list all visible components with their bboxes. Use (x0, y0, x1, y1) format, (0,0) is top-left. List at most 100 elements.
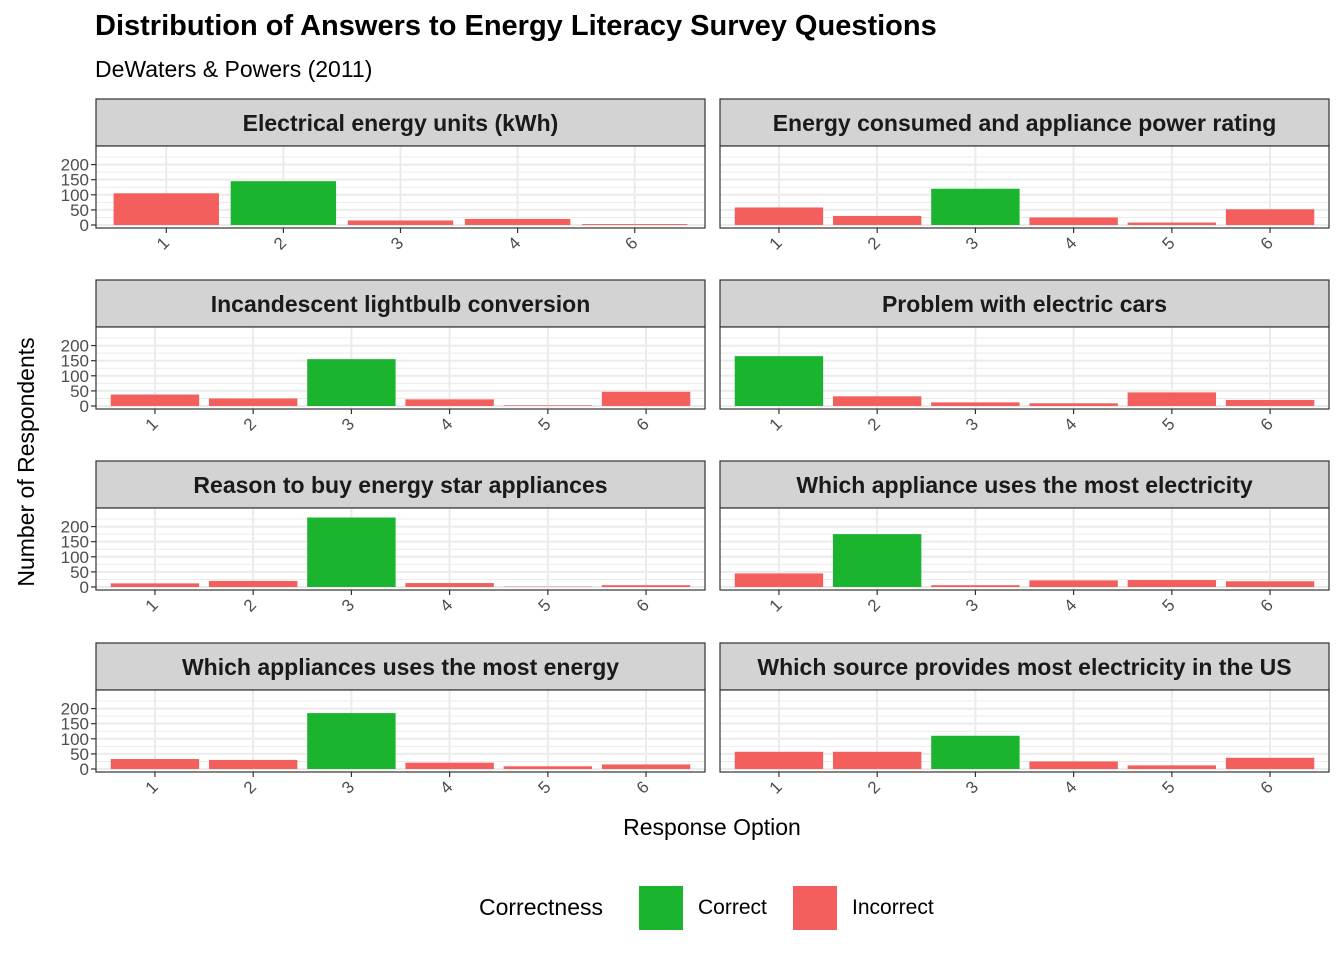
y-tick-label: 200 (61, 700, 89, 719)
facet-strip (95, 279, 706, 328)
x-tick-label: 5 (1159, 595, 1179, 615)
bar-incorrect (1225, 581, 1315, 587)
facet-strip-title: Reason to buy energy star appliances (193, 472, 607, 498)
y-tick-label: 50 (70, 382, 89, 401)
facet-strip-title: Problem with electric cars (882, 291, 1167, 317)
y-tick-label: 0 (80, 216, 89, 235)
facet-strip-title: Which appliance uses the most electricit… (796, 472, 1253, 498)
facet-strip (719, 460, 1330, 509)
bar-incorrect (1029, 403, 1118, 406)
y-tick-label: 0 (80, 760, 89, 779)
bar-incorrect (405, 583, 494, 587)
y-tick-label: 150 (61, 715, 89, 734)
bar-incorrect (931, 585, 1020, 587)
bar-incorrect (405, 762, 494, 769)
facet-strip-title: Incandescent lightbulb conversion (211, 291, 591, 317)
bar-incorrect (208, 580, 298, 587)
bar-incorrect (405, 399, 494, 406)
x-tick-label: 1 (766, 595, 786, 615)
bar-incorrect (832, 215, 922, 225)
bar-incorrect (1225, 757, 1315, 769)
bar-incorrect (1029, 580, 1118, 587)
x-tick-label: 1 (142, 777, 162, 797)
chart-title: Distribution of Answers to Energy Litera… (95, 10, 937, 42)
legend-title: Correctness (479, 894, 603, 920)
bar-incorrect (931, 402, 1020, 406)
bar-incorrect (1029, 217, 1118, 225)
bar-correct (307, 713, 396, 769)
bar-incorrect (601, 391, 691, 406)
bar-incorrect (601, 585, 691, 587)
x-tick-label: 1 (142, 414, 162, 434)
bar-incorrect (503, 405, 593, 406)
x-tick-label: 5 (535, 777, 555, 797)
x-tick-label: 3 (962, 233, 982, 253)
bar-incorrect (110, 583, 200, 587)
bar-incorrect (734, 207, 824, 225)
faceted-bar-chart: Electrical energy units (kWh)05010015020… (13, 98, 1330, 840)
x-tick-label: 5 (1159, 777, 1179, 797)
x-tick-label: 6 (1257, 414, 1277, 434)
y-tick-label: 150 (61, 352, 89, 371)
x-tick-label: 1 (766, 777, 786, 797)
y-tick-label: 100 (61, 730, 89, 749)
facet-strip-title: Energy consumed and appliance power rati… (773, 110, 1277, 136)
x-tick-label: 4 (436, 414, 456, 434)
bar-correct (307, 517, 396, 587)
x-tick-label: 6 (1257, 595, 1277, 615)
bar-incorrect (464, 218, 571, 225)
chart-subtitle: DeWaters & Powers (2011) (95, 56, 373, 82)
bar-incorrect (832, 751, 922, 769)
legend-key-correct (639, 886, 683, 930)
x-tick-label: 2 (240, 414, 260, 434)
x-tick-label: 2 (864, 233, 884, 253)
bar-incorrect (734, 751, 824, 769)
panel-border (95, 507, 706, 591)
x-tick-label: 4 (436, 777, 456, 797)
x-axis-title: Response Option (623, 814, 801, 840)
bar-incorrect (347, 220, 454, 225)
x-tick-label: 5 (1159, 233, 1179, 253)
bar-incorrect (1225, 399, 1315, 406)
facet-strip-title: Which source provides most electricity i… (757, 654, 1291, 680)
x-tick-label: 3 (387, 233, 407, 253)
bar-correct (734, 356, 824, 406)
x-tick-label: 4 (1060, 233, 1080, 253)
y-tick-label: 50 (70, 745, 89, 764)
panel-border (719, 689, 1330, 773)
facet-strip (95, 460, 706, 509)
facet-strip (719, 279, 1330, 328)
bar-incorrect (1127, 580, 1217, 587)
y-axis-title: Number of Respondents (13, 337, 39, 586)
y-tick-label: 150 (61, 533, 89, 552)
x-tick-label: 6 (633, 414, 653, 434)
bar-incorrect (832, 396, 922, 406)
x-tick-label: 3 (338, 777, 358, 797)
legend-label-incorrect: Incorrect (852, 896, 934, 919)
x-tick-label: 6 (1257, 233, 1277, 253)
x-tick-label: 2 (240, 595, 260, 615)
bar-incorrect (110, 394, 200, 406)
bar-incorrect (1127, 765, 1217, 769)
x-tick-label: 4 (504, 233, 524, 253)
x-tick-label: 3 (962, 777, 982, 797)
bar-incorrect (113, 193, 219, 225)
x-tick-label: 6 (633, 777, 653, 797)
bar-correct (230, 181, 337, 225)
panel-border (719, 507, 1330, 591)
y-tick-label: 200 (61, 156, 89, 175)
x-tick-label: 5 (1159, 414, 1179, 434)
facet-strip (719, 642, 1330, 691)
x-tick-label: 3 (962, 595, 982, 615)
y-tick-label: 50 (70, 563, 89, 582)
y-tick-label: 200 (61, 518, 89, 537)
legend-key-incorrect (793, 886, 837, 930)
facet-strip (95, 642, 706, 691)
x-tick-label: 1 (766, 233, 786, 253)
bar-incorrect (582, 224, 688, 225)
legend-label-correct: Correct (698, 896, 767, 919)
bar-incorrect (1127, 222, 1217, 225)
x-tick-label: 4 (1060, 414, 1080, 434)
bar-correct (307, 359, 396, 406)
panel-border (95, 689, 706, 773)
